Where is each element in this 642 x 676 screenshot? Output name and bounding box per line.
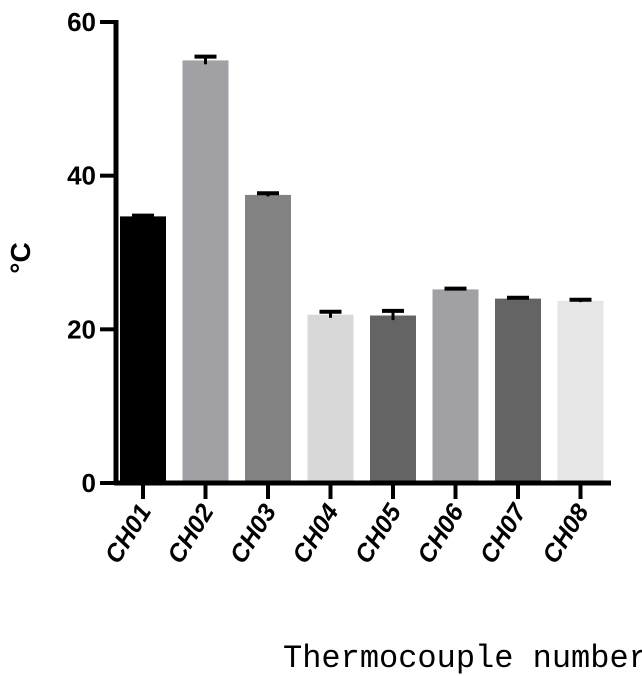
x-tick-label-ch02: CH02 <box>162 499 220 568</box>
x-tick-label-ch01: CH01 <box>99 499 157 568</box>
bar-ch08 <box>557 300 604 483</box>
y-tick-label-60: 60 <box>67 7 96 37</box>
bar-ch06 <box>432 289 479 483</box>
y-tick-label-0: 0 <box>82 468 96 498</box>
axes-group <box>100 20 611 499</box>
x-tick-label-ch03: CH03 <box>224 499 282 568</box>
bar-ch01 <box>120 216 166 483</box>
bar-ch05 <box>370 315 416 483</box>
bar-ch07 <box>495 298 541 483</box>
x-tick-label-ch06: CH06 <box>412 498 470 568</box>
x-axis-label: Thermocouple number <box>283 640 642 676</box>
bar-ch04 <box>307 314 354 483</box>
x-tick-label-ch04: CH04 <box>287 499 345 568</box>
x-tick-label-ch08: CH08 <box>537 499 595 568</box>
x-tick-label-ch05: CH05 <box>349 498 407 568</box>
x-tick-label-ch07: CH07 <box>474 498 532 568</box>
bar-ch03 <box>245 194 291 483</box>
y-axis-label: °C <box>5 242 36 273</box>
error-bars-group <box>132 54 592 321</box>
bar-ch02 <box>182 60 229 484</box>
y-tick-label-20: 20 <box>67 314 96 344</box>
bars-group <box>120 60 604 484</box>
y-tick-label-40: 40 <box>67 161 96 191</box>
